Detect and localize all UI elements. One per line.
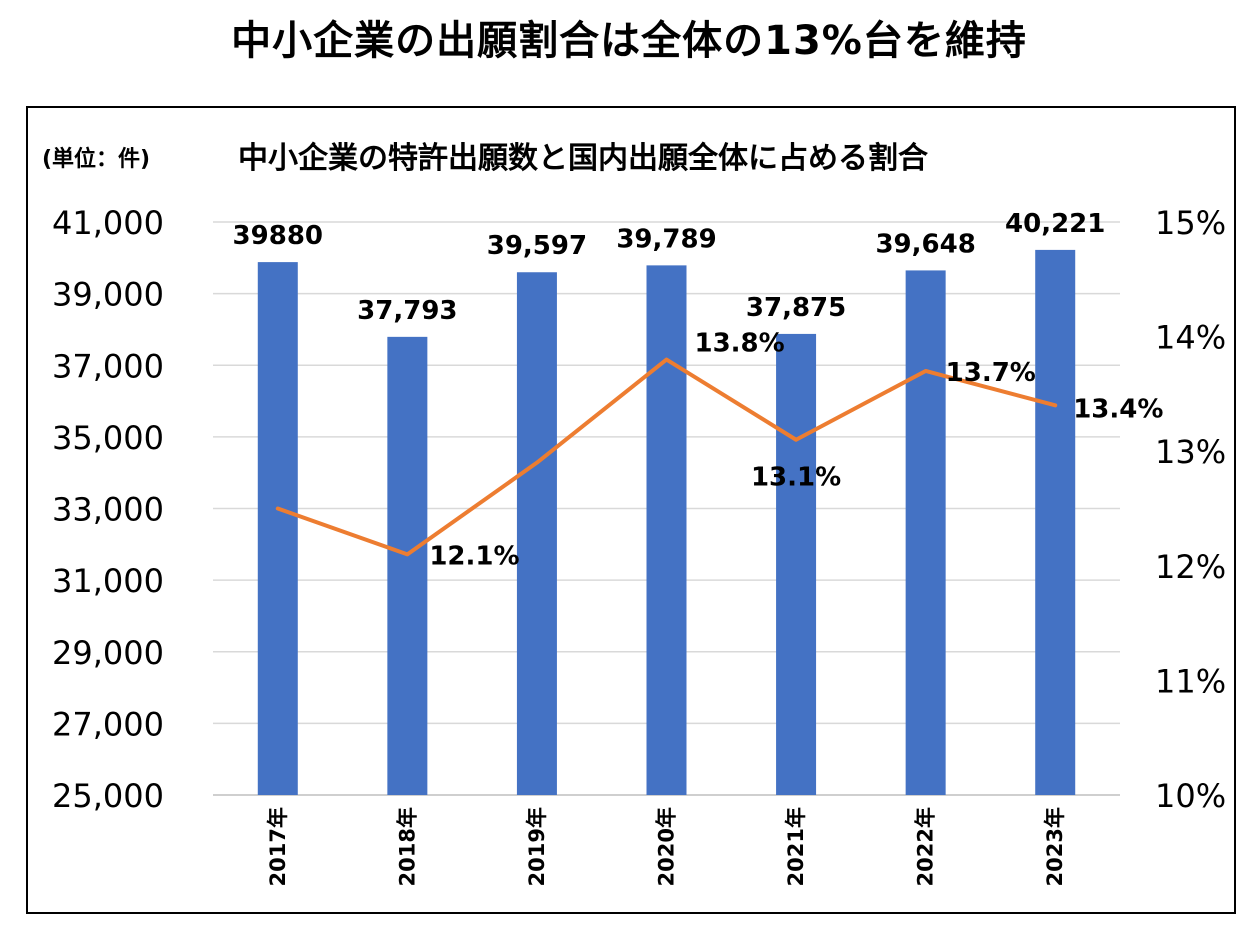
data-labels: 39880 37,793 39,597 39,789 37,875 39,648 40,22… xyxy=(233,209,1164,571)
y-left-tick-label: 27,000 xyxy=(52,705,164,743)
y-left-tick-label: 41,000 xyxy=(52,204,164,242)
line-data-label: 13.8% xyxy=(695,329,785,359)
chart-title: 中小企業の特許出願数と国内出願全体に占める割合 xyxy=(238,141,928,176)
y-left-tick-label: 39,000 xyxy=(52,276,164,314)
bar xyxy=(517,272,557,795)
y-left-tick-label: 35,000 xyxy=(52,419,164,457)
y-right-tick-label: 12% xyxy=(1155,548,1226,586)
bar-data-label: 37,875 xyxy=(746,293,846,323)
bar xyxy=(258,262,298,795)
chart: (単位：件) 中小企業の特許出願数と国内出願全体に占める割合 25,000 27,… xyxy=(28,108,1234,912)
y-right-tick-label: 13% xyxy=(1155,433,1226,471)
y-right-tick-label: 14% xyxy=(1155,319,1226,357)
y-right-tick-label: 15% xyxy=(1155,204,1226,242)
y-left-tick-label: 33,000 xyxy=(52,491,164,529)
x-tick-label: 2023年 xyxy=(1043,807,1067,886)
x-tick-label: 2017年 xyxy=(266,807,290,886)
bar-series xyxy=(258,250,1075,795)
bar-data-label: 39,789 xyxy=(616,224,716,254)
y-left-tick-label: 25,000 xyxy=(52,777,164,815)
y-left-tick-label: 31,000 xyxy=(52,562,164,600)
bar xyxy=(906,270,946,795)
y-left-tick-label: 29,000 xyxy=(52,634,164,672)
line-data-label: 13.7% xyxy=(946,358,1036,388)
x-tick-label: 2022年 xyxy=(914,807,938,886)
bar xyxy=(1035,250,1075,795)
bar-data-label: 39880 xyxy=(233,221,323,251)
bar-data-label: 37,793 xyxy=(357,296,457,326)
y-left-tick-label: 37,000 xyxy=(52,347,164,385)
bar xyxy=(776,334,816,795)
x-tick-label: 2020年 xyxy=(655,807,679,886)
line-data-label: 13.4% xyxy=(1073,394,1163,424)
page-title: 中小企業の出願割合は全体の13%台を維持 xyxy=(0,8,1258,66)
line-data-label: 13.1% xyxy=(751,463,841,493)
line-data-label: 12.1% xyxy=(429,541,519,571)
y-right-tick-label: 10% xyxy=(1155,777,1226,815)
chart-frame: (単位：件) 中小企業の特許出願数と国内出願全体に占める割合 25,000 27,… xyxy=(26,106,1236,914)
x-tick-label: 2019年 xyxy=(525,807,549,886)
bar xyxy=(647,265,687,795)
bar-data-label: 39,648 xyxy=(875,229,975,259)
x-tick-label: 2018年 xyxy=(395,807,419,886)
y-right-tick-label: 11% xyxy=(1155,662,1226,700)
x-tick-label: 2021年 xyxy=(784,807,808,886)
bar-data-label: 40,221 xyxy=(1005,209,1105,239)
unit-label: (単位：件) xyxy=(42,146,150,172)
bar-data-label: 39,597 xyxy=(487,231,587,261)
bar xyxy=(387,337,427,795)
